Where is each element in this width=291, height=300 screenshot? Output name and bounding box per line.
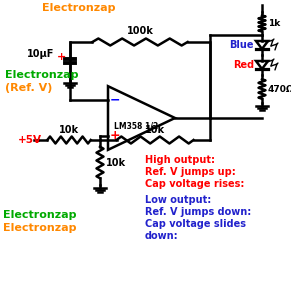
Text: Red: Red (233, 60, 254, 70)
Text: 470Ω: 470Ω (268, 85, 291, 94)
Text: −: − (110, 94, 120, 107)
Text: (Ref. V): (Ref. V) (5, 83, 52, 93)
Text: Blue: Blue (230, 40, 254, 50)
Text: 1k: 1k (268, 19, 280, 28)
Text: 10k: 10k (145, 125, 165, 135)
Text: Electronzap: Electronzap (5, 70, 79, 80)
Text: Low output:: Low output: (145, 195, 211, 205)
Text: +5V: +5V (18, 135, 42, 145)
Text: Ref. V jumps up:: Ref. V jumps up: (145, 167, 236, 177)
Text: High output:: High output: (145, 155, 215, 165)
Text: 10μF: 10μF (26, 49, 54, 59)
Text: +: + (56, 52, 66, 62)
Text: 100k: 100k (127, 26, 153, 36)
Text: Cap voltage slides: Cap voltage slides (145, 219, 246, 229)
Text: Cap voltage rises:: Cap voltage rises: (145, 179, 244, 189)
Text: 10k: 10k (106, 158, 126, 167)
Text: Ref. V jumps down:: Ref. V jumps down: (145, 207, 251, 217)
Text: Electronzap: Electronzap (42, 3, 116, 13)
Text: Electronzap: Electronzap (3, 210, 77, 220)
Text: 10k: 10k (59, 125, 79, 135)
Text: Electronzap: Electronzap (3, 223, 77, 233)
Text: LM358 1/2: LM358 1/2 (114, 122, 158, 130)
Text: down:: down: (145, 231, 179, 241)
Text: +5V: +5V (250, 0, 274, 1)
Text: +: + (110, 129, 120, 142)
